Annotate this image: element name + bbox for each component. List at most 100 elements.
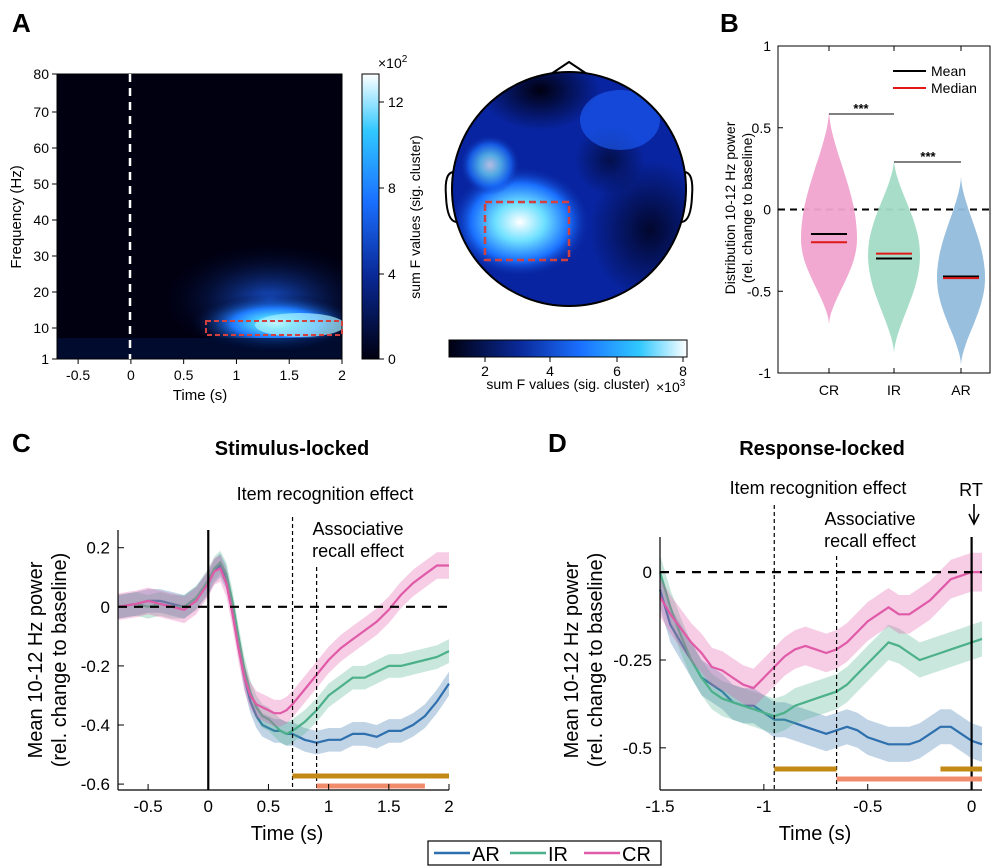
tf-xtick-label: 0 bbox=[127, 367, 135, 383]
violin-ytick-label: -1 bbox=[759, 365, 772, 381]
tf-frame bbox=[56, 73, 343, 360]
tf-colorbar bbox=[361, 73, 380, 360]
tf-colorbar-label: sum F values (sig. cluster) bbox=[407, 135, 423, 298]
panel-c-assoc-effect-label-2: recall effect bbox=[312, 541, 404, 561]
rt-arrow-icon bbox=[968, 504, 980, 526]
topo-colorbar-label: sum F values (sig. cluster) bbox=[486, 376, 649, 392]
violin-ir bbox=[868, 160, 920, 354]
tf-heatmap bbox=[57, 74, 342, 359]
panelD-band-ir bbox=[660, 554, 982, 734]
response-locked-chart: -1.5 -1 -0.5 0 0 -0.25 -0.5 bbox=[613, 505, 983, 816]
tf-xtick-label: -0.5 bbox=[66, 367, 90, 383]
legend-mean-label: Mean bbox=[931, 63, 966, 79]
panel-d-ylabel-2: (rel. change to baseline) bbox=[585, 553, 607, 768]
tf-xlabel: Time (s) bbox=[173, 387, 227, 404]
panel-c-ylabel-1: Mean 10-12 Hz power bbox=[25, 561, 47, 758]
panelC-band-ar bbox=[118, 553, 449, 755]
tf-ytick-label: 1 bbox=[41, 351, 49, 367]
tf-ytick-label: 60 bbox=[33, 140, 49, 156]
panelD-xtick-label: 0 bbox=[967, 797, 976, 816]
tf-xtick-label: 0.5 bbox=[174, 367, 194, 383]
legend-ir-label: IR bbox=[548, 844, 568, 866]
violin-cr bbox=[801, 111, 857, 324]
panelD-xtick-label: -0.5 bbox=[853, 797, 882, 816]
panel-d-title: Response-locked bbox=[739, 438, 905, 460]
topo-colorbar-tick-label: 4 bbox=[546, 363, 554, 379]
violin-ytick-label: 0 bbox=[763, 202, 771, 218]
panelC-xtick-label: 2 bbox=[444, 797, 453, 816]
panelD-ytick-label: 0 bbox=[643, 563, 652, 582]
sig-stars-ir-ar: *** bbox=[920, 149, 936, 164]
tf-ytick-label: 70 bbox=[33, 104, 49, 120]
panel-label-b: B bbox=[720, 8, 739, 38]
panelD-xtick-label: -1 bbox=[756, 797, 771, 816]
tf-cluster-box bbox=[205, 320, 343, 336]
tf-ytick-label: 10 bbox=[33, 320, 49, 336]
tf-colorbar-ticks: 12 8 4 0 bbox=[379, 94, 404, 367]
topo-map bbox=[444, 60, 694, 307]
tf-colorbar-exponent: ×102 bbox=[378, 54, 408, 71]
panel-d-rt-label: RT bbox=[959, 480, 983, 500]
panel-label-c: C bbox=[12, 428, 31, 458]
violin-ytick-label: 1 bbox=[763, 38, 771, 54]
tf-xtick-label: 1.5 bbox=[279, 367, 299, 383]
tf-axes: -0.5 0 0.5 1 1.5 2 80 70 60 50 40 30 20 10 1 bbox=[33, 66, 346, 383]
topo-colorbar-tick-label: 8 bbox=[679, 363, 687, 379]
legend-median-label: Median bbox=[931, 80, 977, 96]
tf-colorbar-tick-label: 0 bbox=[388, 351, 396, 367]
legend-ar-label: AR bbox=[472, 844, 500, 866]
panelD-line-ar bbox=[658, 589, 983, 746]
panel-d-item-effect-label: Item recognition effect bbox=[730, 478, 907, 498]
panelD-line-cr bbox=[659, 570, 982, 690]
panel-label-d: D bbox=[548, 428, 567, 458]
topo-cluster-box bbox=[483, 200, 571, 262]
panel-d-xlabel: Time (s) bbox=[779, 823, 852, 845]
panelD-xtick-label: -1.5 bbox=[645, 797, 674, 816]
panel-c-xlabel: Time (s) bbox=[251, 823, 324, 845]
panelC-xtick-label: 0.5 bbox=[257, 797, 281, 816]
tf-colorbar-tick-label: 8 bbox=[388, 180, 396, 196]
stimulus-locked-chart: -0.5 0 0.5 1 1.5 2 0.2 0 -0.2 -0.4 -0.6 bbox=[81, 517, 454, 816]
panelC-xtick-label: 1 bbox=[324, 797, 333, 816]
panelC-ytick-label: 0.2 bbox=[86, 539, 110, 558]
panelC-line-ir bbox=[117, 560, 450, 736]
tf-ytick-label: 40 bbox=[33, 212, 49, 228]
panelC-band-cr bbox=[118, 552, 449, 727]
tf-ytick-label: 30 bbox=[33, 248, 49, 264]
violin-xtick-label: AR bbox=[951, 382, 970, 398]
panel-c-ylabel-2: (rel. change to baseline) bbox=[49, 553, 71, 768]
topo-colorbar-ticks: 2 4 6 8 bbox=[481, 357, 687, 379]
tf-ytick-label: 80 bbox=[33, 66, 49, 82]
tf-colorbar-tick-label: 4 bbox=[388, 266, 396, 282]
tf-xtick-label: 1 bbox=[233, 367, 241, 383]
panelD-ytick-label: -0.5 bbox=[623, 739, 652, 758]
tf-ytick-label: 20 bbox=[33, 284, 49, 300]
tf-xtick-label: 2 bbox=[338, 367, 346, 383]
panel-c-title: Stimulus-locked bbox=[215, 438, 369, 460]
tf-colorbar-tick-label: 12 bbox=[388, 94, 404, 110]
panel-d-assoc-effect-label-1: Associative bbox=[824, 509, 915, 529]
panel-c-assoc-effect-label-1: Associative bbox=[312, 519, 403, 539]
violin-xtick-label: CR bbox=[819, 382, 839, 398]
panel-d-assoc-effect-label-2: recall effect bbox=[824, 531, 916, 551]
panelD-ytick-label: -0.25 bbox=[613, 651, 652, 670]
violin-ylabel-2: (rel. change to baseline) bbox=[739, 133, 755, 283]
panelC-ytick-label: -0.2 bbox=[81, 657, 110, 676]
violin-ar bbox=[937, 176, 985, 365]
violin-ylabel-1: Distribution 10-12 Hz power bbox=[722, 121, 738, 294]
violin-ytick-label: -0.5 bbox=[747, 283, 771, 299]
topo-colorbar-tick-label: 6 bbox=[613, 363, 621, 379]
panelC-line-cr bbox=[117, 564, 449, 715]
panelC-xtick-label: -0.5 bbox=[133, 797, 162, 816]
panelC-xtick-label: 1.5 bbox=[377, 797, 401, 816]
topo-colorbar-tick-label: 2 bbox=[481, 363, 489, 379]
panel-label-a: A bbox=[12, 8, 31, 38]
topo-colorbar bbox=[448, 339, 688, 358]
tf-ylabel: Frequency (Hz) bbox=[8, 165, 25, 268]
topo-nose bbox=[550, 60, 588, 75]
panelD-band-cr bbox=[660, 552, 982, 708]
panel-d-ylabel-1: Mean 10-12 Hz power bbox=[561, 561, 583, 758]
